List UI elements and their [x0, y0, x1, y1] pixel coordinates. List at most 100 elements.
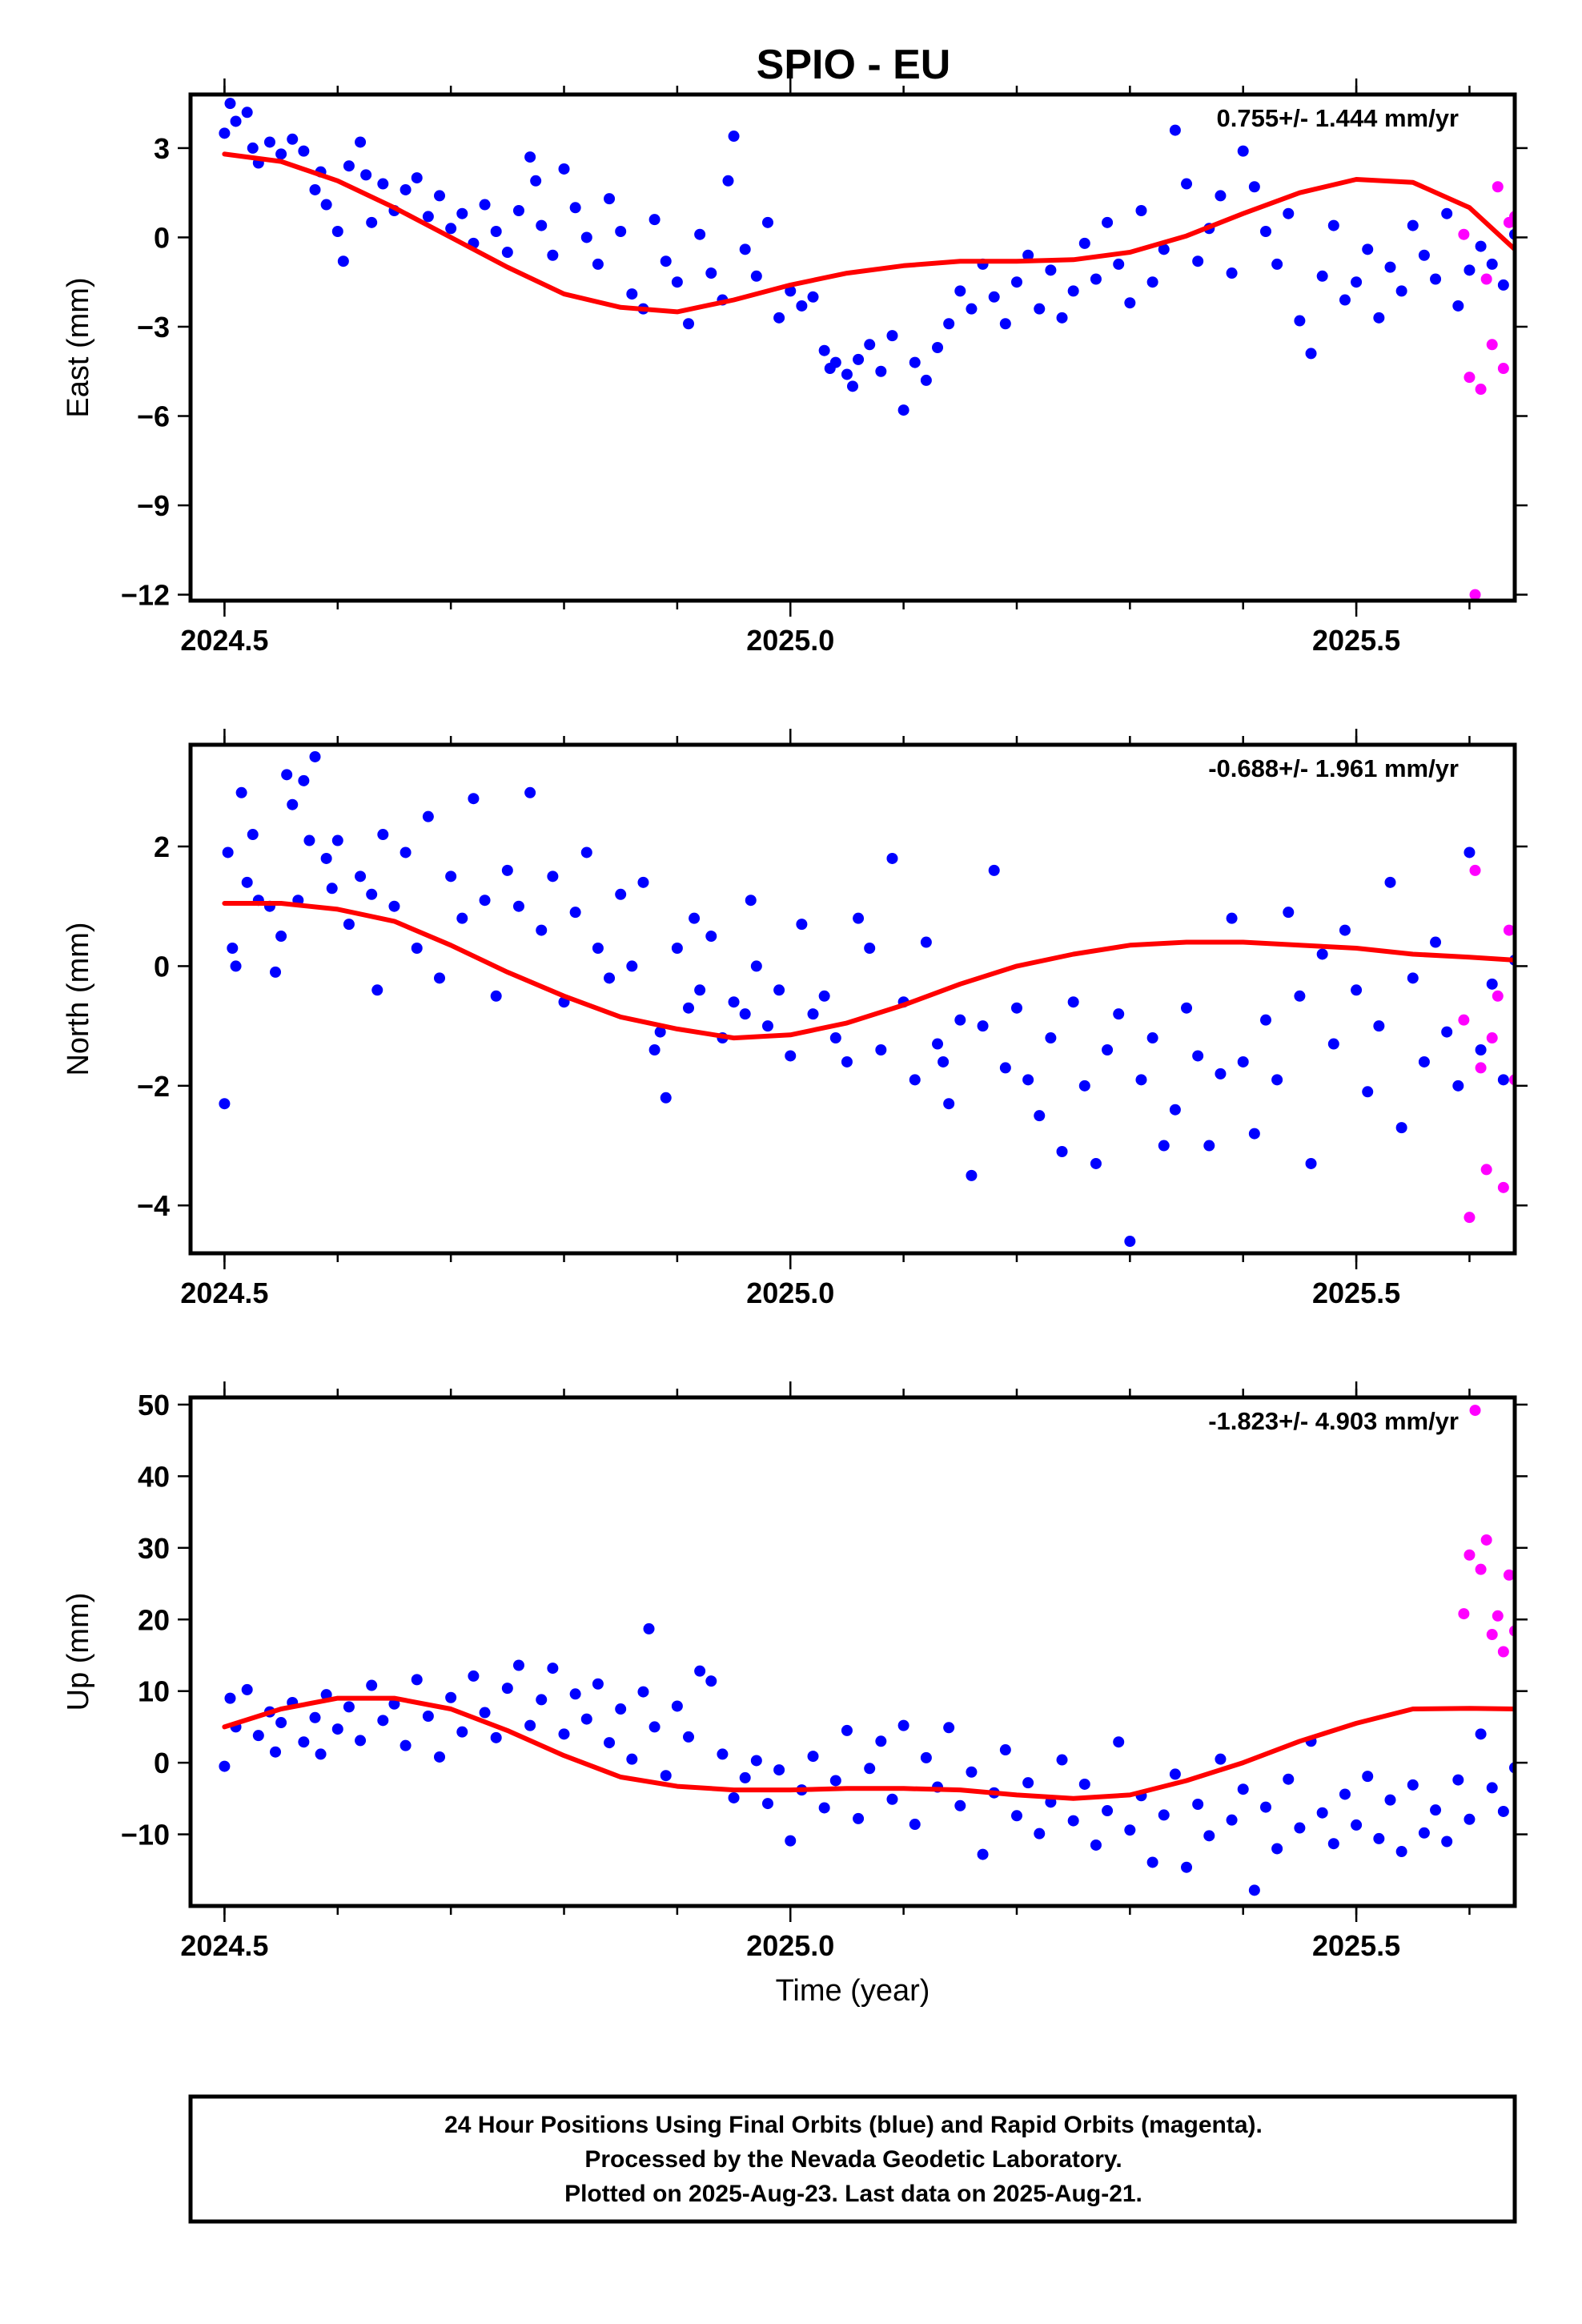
final-data-point — [355, 870, 367, 883]
final-data-point — [847, 380, 858, 392]
final-data-point — [547, 249, 559, 261]
final-data-point — [938, 1055, 950, 1068]
final-data-point — [1407, 219, 1419, 231]
final-data-point — [920, 374, 932, 386]
final-data-point — [241, 107, 253, 119]
final-data-point — [1543, 901, 1554, 912]
east-plot-frame — [188, 92, 1517, 603]
final-data-point — [604, 193, 616, 205]
x-tick-label: 2024.5 — [180, 1929, 268, 1962]
final-data-point — [761, 1798, 773, 1810]
final-data-point — [1067, 285, 1079, 297]
rapid-data-point — [1480, 1534, 1492, 1546]
final-data-point — [1010, 276, 1022, 288]
final-data-point — [468, 793, 480, 805]
final-data-point — [1158, 1140, 1170, 1152]
final-data-point — [1045, 1032, 1057, 1044]
final-data-point — [1441, 1835, 1453, 1848]
final-data-point — [309, 183, 321, 195]
final-data-point — [1577, 1795, 1582, 1807]
y-tick-label: −10 — [121, 1819, 170, 1852]
final-data-point — [648, 214, 661, 226]
final-data-point — [1520, 255, 1532, 267]
final-data-point — [366, 888, 378, 900]
final-data-point — [773, 1764, 785, 1776]
final-data-point — [999, 318, 1011, 330]
rapid-data-point — [1520, 264, 1532, 275]
final-data-point — [445, 223, 457, 235]
final-data-point — [281, 769, 293, 781]
final-data-point — [722, 175, 734, 187]
final-data-point — [558, 163, 570, 175]
final-data-point — [400, 846, 412, 858]
rapid-data-point — [1469, 589, 1481, 601]
final-data-point — [1248, 1128, 1260, 1140]
final-data-point — [886, 330, 898, 342]
final-data-point — [241, 1683, 253, 1695]
rapid-data-point — [1497, 1646, 1509, 1658]
final-data-point — [1555, 214, 1566, 225]
final-data-point — [287, 798, 299, 810]
final-data-point — [615, 1703, 627, 1715]
final-data-point — [479, 1707, 491, 1719]
final-data-point — [298, 1736, 310, 1748]
x-tick-label: 2025.0 — [746, 1929, 834, 1962]
final-data-point — [818, 344, 830, 356]
rapid-data-point — [1480, 273, 1492, 285]
final-data-point — [818, 990, 830, 1002]
final-data-point — [785, 1050, 797, 1062]
final-data-point — [999, 1062, 1011, 1074]
final-data-point — [558, 1728, 570, 1740]
final-data-point — [626, 1753, 638, 1765]
rapid-data-point — [1543, 967, 1554, 978]
rapid-data-point — [1486, 1629, 1498, 1641]
final-data-point — [897, 404, 909, 416]
final-data-point — [728, 1791, 740, 1803]
rapid-data-point — [1532, 1693, 1543, 1704]
x-tick-label: 2025.0 — [746, 624, 834, 657]
final-data-point — [1158, 243, 1170, 255]
final-data-point — [422, 211, 434, 223]
final-data-point — [864, 1763, 876, 1775]
rapid-data-point — [1475, 384, 1487, 396]
final-data-point — [569, 202, 581, 214]
rapid-data-point — [1469, 864, 1481, 876]
final-data-point — [841, 368, 853, 380]
final-data-point — [717, 1748, 729, 1760]
rapid-data-point — [1526, 375, 1537, 386]
final-data-point — [886, 1793, 898, 1805]
rapid-data-point — [1520, 1607, 1532, 1618]
final-data-point — [785, 1835, 797, 1847]
final-data-point — [954, 1014, 966, 1026]
final-data-point — [1283, 207, 1295, 219]
y-tick-label: 20 — [138, 1603, 170, 1636]
final-data-point — [366, 216, 378, 228]
x-tick-label: 2024.5 — [180, 1277, 268, 1309]
final-data-point — [1339, 1788, 1351, 1800]
final-data-point — [1215, 1068, 1227, 1080]
final-data-point — [547, 870, 559, 883]
final-data-point — [1045, 264, 1057, 276]
final-data-point — [1010, 1810, 1022, 1822]
final-data-point — [388, 900, 400, 912]
rapid-data-point — [1503, 924, 1515, 936]
final-data-point — [1034, 303, 1046, 315]
final-data-point — [1566, 1116, 1577, 1128]
final-data-point — [932, 342, 944, 353]
final-data-point — [1283, 1773, 1295, 1785]
final-data-point — [512, 1659, 524, 1671]
final-data-point — [1078, 1080, 1090, 1092]
y-tick-label: 50 — [138, 1389, 170, 1421]
final-data-point — [1056, 1146, 1068, 1157]
final-data-point — [1237, 1783, 1249, 1795]
final-data-point — [1294, 315, 1306, 327]
final-data-point — [1497, 1074, 1509, 1086]
final-data-point — [750, 1755, 762, 1767]
final-data-point — [377, 178, 389, 190]
final-data-point — [807, 291, 819, 303]
final-data-point — [434, 1751, 446, 1763]
final-data-point — [1418, 1827, 1430, 1839]
final-data-point — [1078, 237, 1090, 249]
east-fit-line — [222, 151, 1515, 315]
final-data-point — [1497, 1805, 1509, 1817]
